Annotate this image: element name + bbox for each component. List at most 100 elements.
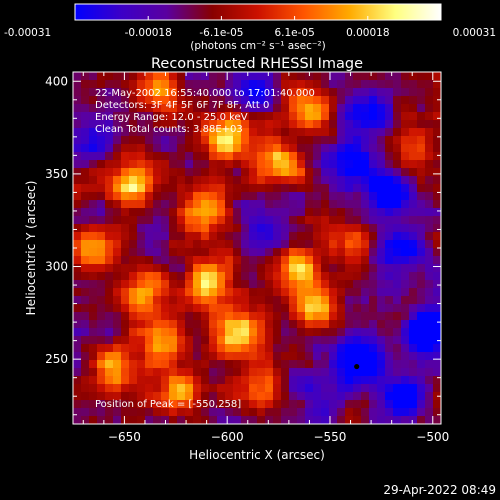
heatmap-cell [297, 152, 306, 161]
heatmap-cell [321, 408, 330, 417]
heatmap-cell [377, 240, 386, 249]
heatmap-cell [225, 80, 234, 89]
heatmap-cell [145, 408, 154, 417]
heatmap-cell [169, 208, 178, 217]
heatmap-cell [177, 256, 186, 265]
heatmap-cell [161, 136, 170, 145]
heatmap-cell [289, 240, 298, 249]
heatmap-cell [177, 96, 186, 105]
heatmap-cell [97, 208, 106, 217]
heatmap-cell [377, 256, 386, 265]
heatmap-cell [177, 328, 186, 337]
heatmap-cell [425, 280, 434, 289]
heatmap-cell [169, 160, 178, 169]
heatmap-cell [105, 208, 114, 217]
heatmap-cell [329, 88, 338, 97]
heatmap-cell [353, 248, 362, 257]
heatmap-cell [329, 368, 338, 377]
heatmap-cell [89, 80, 98, 89]
heatmap-cell [377, 280, 386, 289]
heatmap-cell [241, 112, 250, 121]
heatmap-cell [129, 288, 138, 297]
heatmap-cell [297, 112, 306, 121]
heatmap-cell [169, 72, 178, 81]
heatmap-cell [393, 328, 402, 337]
heatmap-cell [201, 248, 210, 257]
heatmap-cell [257, 88, 266, 97]
heatmap-cell [281, 400, 290, 409]
heatmap-cell [145, 288, 154, 297]
heatmap-cell [297, 208, 306, 217]
heatmap-cell [289, 232, 298, 241]
heatmap-cell [369, 352, 378, 361]
heatmap-cell [241, 128, 250, 137]
heatmap-cell [401, 288, 410, 297]
heatmap-cell [113, 96, 122, 105]
heatmap-cell [321, 112, 330, 121]
heatmap-cell [369, 320, 378, 329]
heatmap-cell [113, 160, 122, 169]
heatmap-cell [337, 240, 346, 249]
heatmap-cell [121, 104, 130, 113]
heatmap-cell [209, 416, 218, 424]
heatmap-cell [297, 360, 306, 369]
heatmap-cell [97, 344, 106, 353]
heatmap-cell [257, 144, 266, 153]
heatmap-cell [289, 152, 298, 161]
heatmap-cell [241, 400, 250, 409]
heatmap-cell [249, 352, 258, 361]
heatmap-cell [153, 96, 162, 105]
heatmap-cell [177, 344, 186, 353]
heatmap-cell [417, 216, 426, 225]
heatmap-cell [161, 168, 170, 177]
heatmap-cell [73, 272, 82, 281]
heatmap-cell [105, 280, 114, 289]
heatmap-cell [305, 200, 314, 209]
heatmap-cell [401, 344, 410, 353]
heatmap-cell [401, 88, 410, 97]
heatmap-cell [73, 128, 82, 137]
heatmap-cell [81, 72, 90, 81]
heatmap-cell [225, 408, 234, 417]
heatmap-cell [97, 152, 106, 161]
heatmap-cell [353, 280, 362, 289]
heatmap-cell [369, 312, 378, 321]
heatmap-cell [409, 272, 418, 281]
heatmap-cell [145, 96, 154, 105]
heatmap-cell [265, 152, 274, 161]
heatmap-cell [73, 72, 82, 81]
heatmap-cell [225, 400, 234, 409]
heatmap-cell [225, 304, 234, 313]
heatmap-cell [241, 208, 250, 217]
heatmap-cell [89, 200, 98, 209]
heatmap-cell [113, 152, 122, 161]
heatmap-cell [369, 248, 378, 257]
heatmap-cell [97, 296, 106, 305]
heatmap-cell [417, 136, 426, 145]
heatmap-cell [233, 288, 242, 297]
heatmap-cell [217, 192, 226, 201]
heatmap-cell [193, 328, 202, 337]
heatmap-cell [289, 192, 298, 201]
heatmap-cell [409, 296, 418, 305]
heatmap-cell [409, 72, 418, 81]
heatmap-cell [281, 144, 290, 153]
heatmap-cell [241, 168, 250, 177]
heatmap-cell [241, 184, 250, 193]
heatmap-cell [177, 408, 186, 417]
heatmap-cell [361, 376, 370, 385]
heatmap-cell [321, 304, 330, 313]
heatmap-cell [161, 224, 170, 233]
heatmap-cell [385, 200, 394, 209]
heatmap-cell [81, 272, 90, 281]
heatmap-cell [185, 128, 194, 137]
heatmap-cell [313, 184, 322, 193]
heatmap-cell [145, 72, 154, 81]
heatmap-cell [233, 272, 242, 281]
heatmap-cell [209, 344, 218, 353]
heatmap-cell [401, 80, 410, 89]
heatmap-cell [185, 280, 194, 289]
heatmap-cell [409, 152, 418, 161]
heatmap-cell [337, 392, 346, 401]
heatmap-cell [425, 200, 434, 209]
